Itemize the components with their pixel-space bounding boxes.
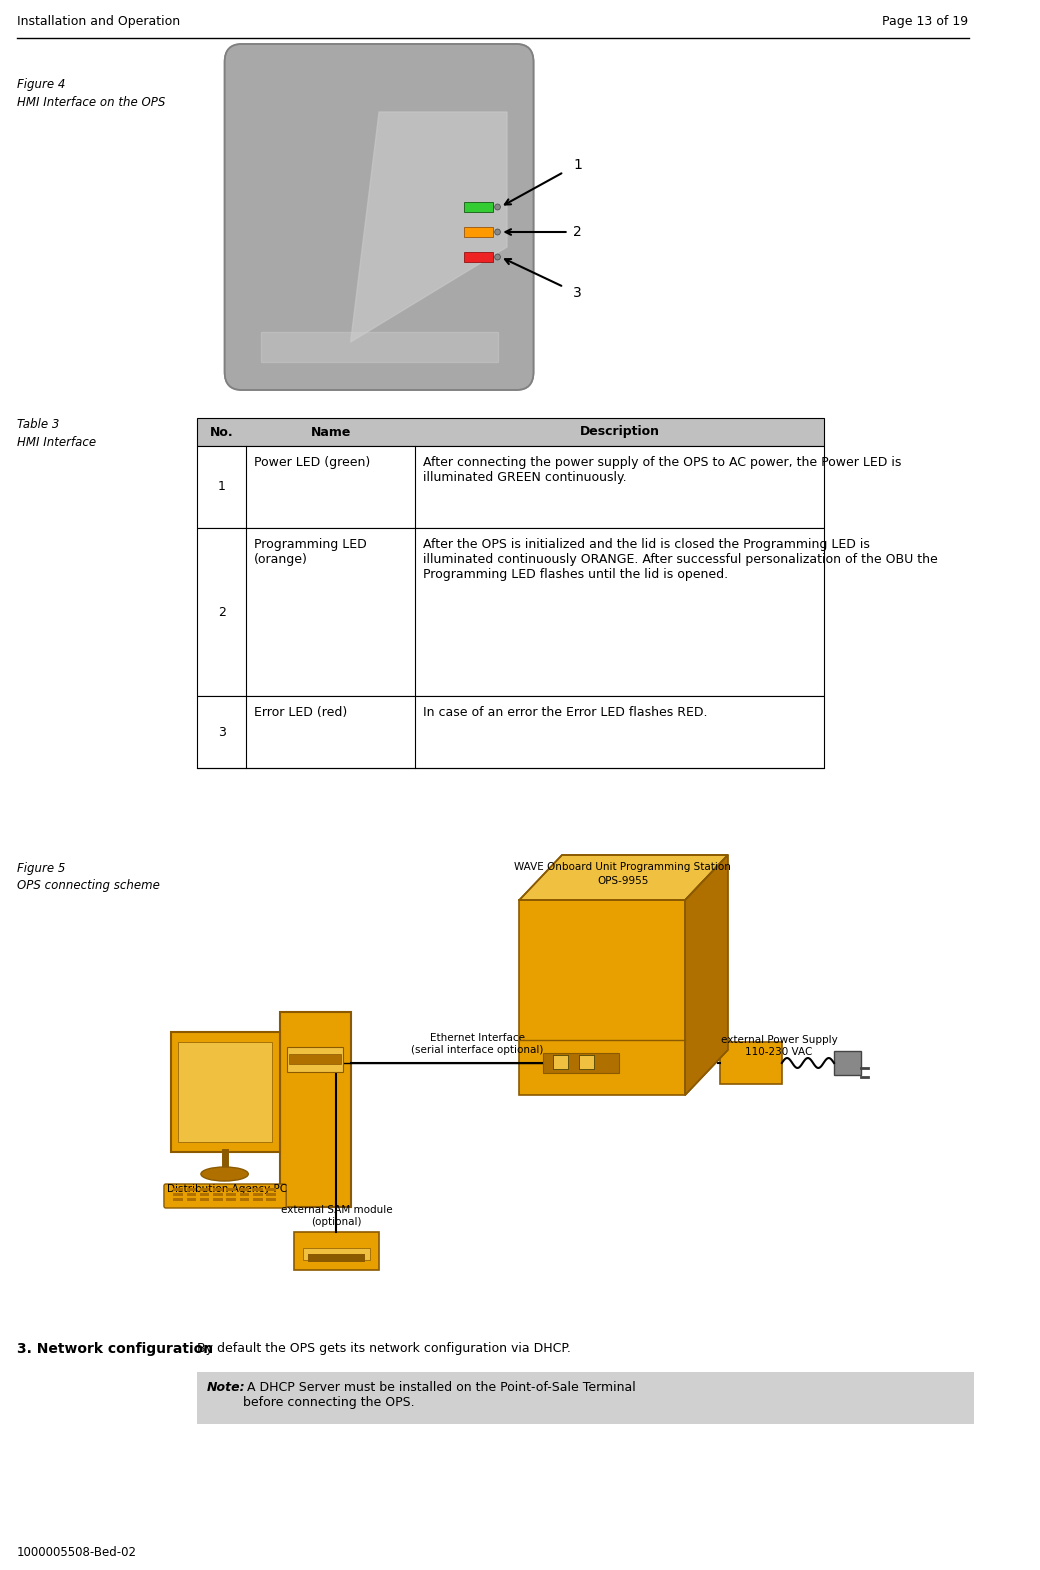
- Text: A DHCP Server must be installed on the Point-of-Sale Terminal
before connecting : A DHCP Server must be installed on the P…: [242, 1382, 635, 1408]
- Bar: [465, 228, 493, 237]
- Polygon shape: [519, 856, 728, 900]
- Ellipse shape: [495, 229, 500, 236]
- FancyBboxPatch shape: [164, 1184, 286, 1207]
- Bar: [198, 446, 825, 528]
- Text: external SAM module
(optional): external SAM module (optional): [281, 1206, 392, 1228]
- Bar: [174, 1198, 183, 1201]
- Text: Page 13 of 19: Page 13 of 19: [882, 16, 968, 28]
- Text: Programming LED
(orange): Programming LED (orange): [254, 539, 367, 567]
- Bar: [171, 1031, 280, 1152]
- Text: HMI Interface on the OPS: HMI Interface on the OPS: [17, 96, 165, 108]
- Bar: [198, 418, 825, 446]
- Bar: [187, 1188, 197, 1192]
- Text: Power LED (green): Power LED (green): [254, 455, 370, 469]
- Text: WAVE Onboard Unit Programming Station: WAVE Onboard Unit Programming Station: [514, 862, 731, 871]
- Text: By default the OPS gets its network configuration via DHCP.: By default the OPS gets its network conf…: [198, 1342, 571, 1355]
- Bar: [280, 1013, 350, 1207]
- Bar: [174, 1188, 183, 1192]
- Text: HMI Interface: HMI Interface: [17, 436, 96, 449]
- Bar: [266, 1193, 276, 1196]
- Bar: [721, 1042, 782, 1083]
- Bar: [465, 203, 493, 212]
- Bar: [200, 1188, 209, 1192]
- Bar: [253, 1198, 262, 1201]
- Bar: [240, 1193, 250, 1196]
- Polygon shape: [685, 856, 728, 1094]
- Text: 2: 2: [573, 225, 582, 239]
- Text: OPS connecting scheme: OPS connecting scheme: [17, 879, 160, 892]
- Bar: [293, 1232, 379, 1270]
- Text: After the OPS is initialized and the lid is closed the Programming LED is
illumi: After the OPS is initialized and the lid…: [422, 539, 937, 581]
- Bar: [213, 1193, 223, 1196]
- Text: Description: Description: [579, 425, 659, 438]
- Bar: [227, 1193, 236, 1196]
- Bar: [579, 1055, 594, 1069]
- Ellipse shape: [495, 204, 500, 210]
- Ellipse shape: [495, 254, 500, 261]
- Bar: [266, 1198, 276, 1201]
- Bar: [266, 1188, 276, 1192]
- Bar: [198, 528, 825, 696]
- Bar: [543, 1053, 619, 1072]
- Text: OPS-9955: OPS-9955: [597, 876, 648, 885]
- Text: 1000005508-Bed-02: 1000005508-Bed-02: [17, 1545, 137, 1559]
- Bar: [304, 1248, 369, 1261]
- Bar: [289, 1053, 341, 1064]
- Bar: [519, 900, 685, 1094]
- Bar: [552, 1055, 568, 1069]
- Bar: [253, 1193, 262, 1196]
- Ellipse shape: [201, 1167, 249, 1181]
- Text: Figure 4: Figure 4: [17, 78, 66, 91]
- Bar: [174, 1193, 183, 1196]
- FancyBboxPatch shape: [225, 44, 534, 389]
- Polygon shape: [261, 331, 497, 363]
- Bar: [227, 1198, 236, 1201]
- Bar: [213, 1198, 223, 1201]
- Text: Distribution Agency PC: Distribution Agency PC: [167, 1184, 287, 1195]
- Bar: [240, 1198, 250, 1201]
- Bar: [227, 1188, 236, 1192]
- Text: external Power Supply
110-230 VAC: external Power Supply 110-230 VAC: [721, 1035, 837, 1057]
- Text: No.: No.: [210, 425, 234, 438]
- Text: Installation and Operation: Installation and Operation: [17, 16, 180, 28]
- Text: 1: 1: [573, 159, 582, 173]
- Text: 3: 3: [573, 286, 582, 300]
- Bar: [187, 1198, 197, 1201]
- Text: Name: Name: [311, 425, 350, 438]
- Text: 2: 2: [217, 606, 226, 619]
- Bar: [240, 1188, 250, 1192]
- Polygon shape: [350, 111, 508, 342]
- Text: In case of an error the Error LED flashes RED.: In case of an error the Error LED flashe…: [422, 706, 707, 719]
- Bar: [287, 1047, 343, 1072]
- Bar: [253, 1188, 262, 1192]
- Bar: [834, 1050, 860, 1075]
- Bar: [200, 1198, 209, 1201]
- Bar: [178, 1042, 272, 1141]
- Bar: [187, 1193, 197, 1196]
- Bar: [198, 1372, 974, 1424]
- Bar: [465, 253, 493, 262]
- Text: After connecting the power supply of the OPS to AC power, the Power LED is
illum: After connecting the power supply of the…: [422, 455, 901, 484]
- Bar: [308, 1254, 365, 1262]
- Bar: [213, 1188, 223, 1192]
- Text: Error LED (red): Error LED (red): [254, 706, 347, 719]
- Text: Figure 5: Figure 5: [17, 862, 66, 874]
- Text: Ethernet Interface
(serial interface optional): Ethernet Interface (serial interface opt…: [411, 1033, 544, 1055]
- Text: 1: 1: [217, 480, 226, 493]
- Bar: [198, 696, 825, 768]
- Bar: [200, 1193, 209, 1196]
- Text: 3: 3: [217, 725, 226, 738]
- Text: 3. Network configuration: 3. Network configuration: [17, 1342, 213, 1356]
- Text: Note:: Note:: [207, 1382, 245, 1394]
- Text: Table 3: Table 3: [17, 418, 59, 432]
